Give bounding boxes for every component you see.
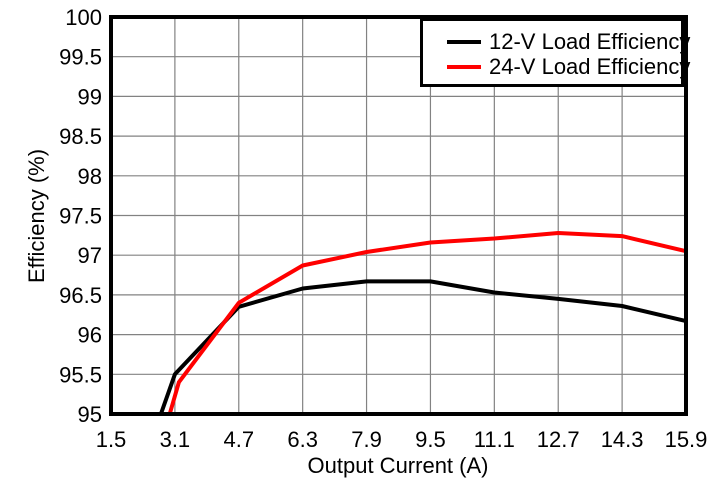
legend-item-24v-load: 24-V Load Efficiency	[447, 54, 690, 80]
y-tick-label: 98.5	[59, 124, 102, 149]
y-tick-label: 97	[78, 243, 102, 268]
x-axis-title: Output Current (A)	[307, 453, 489, 478]
chart-legend: 12-V Load Efficiency 24-V Load Efficienc…	[420, 18, 690, 87]
plot-border	[109, 15, 688, 416]
x-tick-label: 6.3	[287, 427, 318, 452]
y-tick-label: 98	[78, 164, 102, 189]
legend-item-12v-load: 12-V Load Efficiency	[447, 29, 690, 55]
legend-label-12v: 12-V Load Efficiency	[489, 29, 691, 54]
series-line-24v	[167, 231, 687, 415]
legend-line-swatch-12v	[447, 40, 481, 44]
series-line-12v	[159, 279, 687, 415]
x-tick-label: 12.7	[537, 427, 580, 452]
y-tick-label: 100	[65, 5, 102, 30]
y-tick-label: 99.5	[59, 45, 102, 70]
x-tick-label: 11.1	[474, 427, 515, 452]
y-tick-label: 97.5	[59, 204, 102, 229]
x-tick-label: 1.5	[96, 427, 127, 452]
y-tick-label: 96	[78, 323, 102, 348]
x-tick-label: 3.1	[160, 427, 191, 452]
y-tick-label: 99	[78, 84, 102, 109]
x-tick-label: 14.3	[601, 427, 644, 452]
x-tick-label: 4.7	[223, 427, 254, 452]
legend-label-24v: 24-V Load Efficiency	[489, 54, 691, 79]
y-tick-label: 95.5	[59, 362, 102, 387]
x-tick-label: 9.5	[415, 427, 446, 452]
x-tick-label: 15.9	[665, 427, 708, 452]
x-tick-label: 7.9	[351, 427, 382, 452]
y-tick-label: 95	[78, 402, 102, 427]
y-tick-label: 96.5	[59, 283, 102, 308]
y-axis-title: Efficiency (%)	[24, 148, 49, 284]
legend-line-swatch-24v	[447, 65, 481, 69]
